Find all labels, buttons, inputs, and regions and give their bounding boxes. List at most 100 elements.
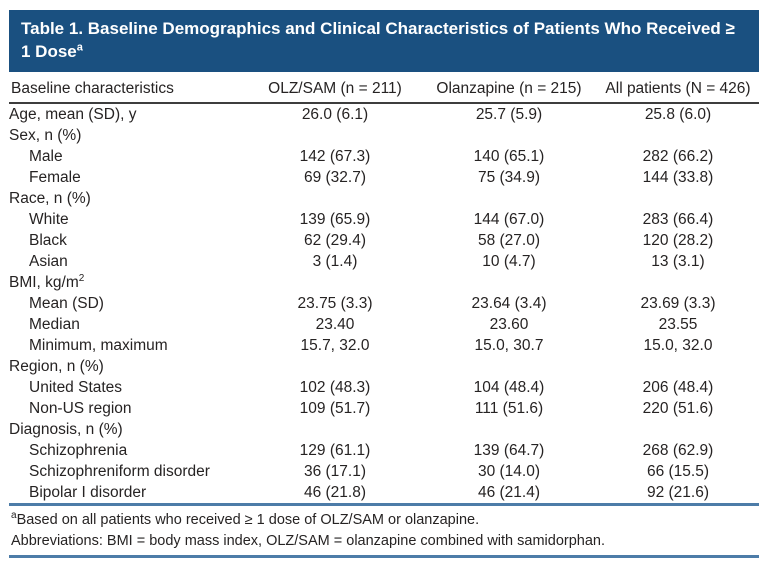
cell-value [597, 419, 759, 440]
footnote-abbreviations: Abbreviations: BMI = body mass index, OL… [11, 531, 759, 552]
cell-value [249, 272, 421, 293]
cell-value: 25.8 (6.0) [644, 106, 712, 123]
cell-value: 140 (65.1) [473, 148, 545, 165]
cell-value: 102 (48.3) [299, 379, 371, 396]
table-row: Sex, n (%) [9, 125, 759, 146]
table-row: United States 102 (48.3) 104 (48.4) 206 (48… [9, 377, 759, 398]
table-row: Female 69 (32.7) 75 (34.9) 144 (33.8) [9, 167, 759, 188]
cell-value: 23.69 (3.3) [640, 295, 716, 312]
cell-value: 283 (66.4) [642, 211, 714, 228]
cell-value [421, 188, 597, 209]
cell-value: 23.64 (3.4) [471, 295, 547, 312]
cell-value: 13 (3.1) [651, 253, 705, 270]
cell-value: 66 (15.5) [646, 463, 710, 480]
cell-value [249, 419, 421, 440]
table-row: BMI, kg/m2 [9, 272, 759, 293]
cell-value: 268 (62.9) [642, 442, 714, 459]
cell-value: 46 (21.8) [303, 484, 367, 501]
table-row: Diagnosis, n (%) [9, 419, 759, 440]
table-row: Non-US region 109 (51.7) 111 (51.6) 220 (51… [9, 398, 759, 419]
table-row: Asian 3 (1.4) 10 (4.7) 13 (3.1) [9, 251, 759, 272]
cell-value [597, 188, 759, 209]
col-header-olanzapine: Olanzapine (n = 215) [421, 77, 597, 104]
cell-value: 15.7, 32.0 [300, 337, 370, 354]
cell-value: 58 (27.0) [477, 232, 541, 249]
footnote-a-text: Based on all patients who received ≥ 1 d… [16, 512, 480, 528]
cell-value [597, 125, 759, 146]
cell-value [421, 272, 597, 293]
cell-value: 75 (34.9) [477, 169, 541, 186]
cell-value: 23.60 [489, 316, 529, 333]
cell-value: 3 (1.4) [312, 253, 358, 270]
row-label-superscript: 2 [78, 272, 85, 284]
row-label: Black [29, 232, 67, 249]
cell-value [421, 125, 597, 146]
cell-value: 139 (64.7) [473, 442, 545, 459]
row-label: Schizophrenia [29, 442, 128, 459]
cell-value: 144 (67.0) [473, 211, 545, 228]
cell-value: 36 (17.1) [303, 463, 367, 480]
row-label: Schizophreniform disorder [29, 463, 210, 480]
table-row: Region, n (%) [9, 356, 759, 377]
row-label: Race, n (%) [9, 190, 91, 207]
cell-value: 104 (48.4) [473, 379, 545, 396]
cell-value: 129 (61.1) [299, 442, 371, 459]
table-header-row: Baseline characteristics OLZ/SAM (n = 21… [9, 77, 759, 104]
row-label: Age, mean (SD), y [9, 106, 137, 123]
cell-value [597, 356, 759, 377]
row-label: Region, n (%) [9, 358, 104, 375]
cell-value: 69 (32.7) [303, 169, 367, 186]
cell-value: 62 (29.4) [303, 232, 367, 249]
row-label: Diagnosis, n (%) [9, 421, 123, 438]
footnote-a-superscript: a [11, 510, 17, 522]
row-label: Median [29, 316, 80, 333]
cell-value: 111 (51.6) [474, 400, 544, 417]
row-label: Female [29, 169, 81, 186]
table-row: Race, n (%) [9, 188, 759, 209]
table-row: Bipolar I disorder 46 (21.8) 46 (21.4) 92 (… [9, 482, 759, 505]
demographics-table: Baseline characteristics OLZ/SAM (n = 21… [9, 77, 759, 506]
table-row: White 139 (65.9) 144 (67.0) 283 (66.4) [9, 209, 759, 230]
cell-value: 282 (66.2) [642, 148, 714, 165]
row-label: United States [29, 379, 123, 396]
cell-value: 15.0, 30.7 [474, 337, 544, 354]
col-header-all-patients: All patients (N = 426) [597, 77, 759, 104]
cell-value: 23.40 [315, 316, 355, 333]
table-body: Age, mean (SD), y 26.0 (6.1) 25.7 (5.9) 25.… [9, 103, 759, 505]
row-label: BMI, kg/m2 [9, 272, 85, 291]
cell-value: 23.75 (3.3) [297, 295, 373, 312]
table-row: Median 23.40 23.60 23.55 [9, 314, 759, 335]
cell-value: 46 (21.4) [477, 484, 541, 501]
footnote-a: aBased on all patients who received ≥ 1 … [11, 510, 759, 531]
row-label: Male [29, 148, 63, 165]
row-label: White [29, 211, 69, 228]
footnote-abbreviations-text: Abbreviations: BMI = body mass index, OL… [11, 533, 605, 549]
footnotes: aBased on all patients who received ≥ 1 … [9, 508, 759, 558]
row-label: Sex, n (%) [9, 127, 82, 144]
cell-value: 92 (21.6) [646, 484, 710, 501]
table-row: Mean (SD) 23.75 (3.3) 23.64 (3.4) 23.69 (3.… [9, 293, 759, 314]
cell-value [249, 188, 421, 209]
table-row: Schizophreniform disorder 36 (17.1) 30 (14… [9, 461, 759, 482]
row-label: Mean (SD) [29, 295, 104, 312]
cell-value: 120 (28.2) [642, 232, 714, 249]
cell-value: 139 (65.9) [299, 211, 371, 228]
cell-value: 30 (14.0) [477, 463, 541, 480]
cell-value: 142 (67.3) [299, 148, 371, 165]
cell-value: 23.55 [658, 316, 698, 333]
cell-value [249, 125, 421, 146]
table-title-band: Table 1. Baseline Demographics and Clini… [9, 10, 759, 72]
cell-value: 26.0 (6.1) [301, 106, 369, 123]
table-row: Schizophrenia 129 (61.1) 139 (64.7) 268 (62… [9, 440, 759, 461]
cell-value: 144 (33.8) [642, 169, 714, 186]
row-label: Bipolar I disorder [29, 484, 147, 501]
cell-value: 206 (48.4) [642, 379, 714, 396]
cell-value [421, 419, 597, 440]
cell-value: 15.0, 32.0 [643, 337, 713, 354]
row-label: Asian [29, 253, 68, 270]
cell-value: 10 (4.7) [482, 253, 536, 270]
row-label: Minimum, maximum [29, 337, 168, 354]
col-header-olz-sam: OLZ/SAM (n = 211) [249, 77, 421, 104]
table-row: Black 62 (29.4) 58 (27.0) 120 (28.2) [9, 230, 759, 251]
